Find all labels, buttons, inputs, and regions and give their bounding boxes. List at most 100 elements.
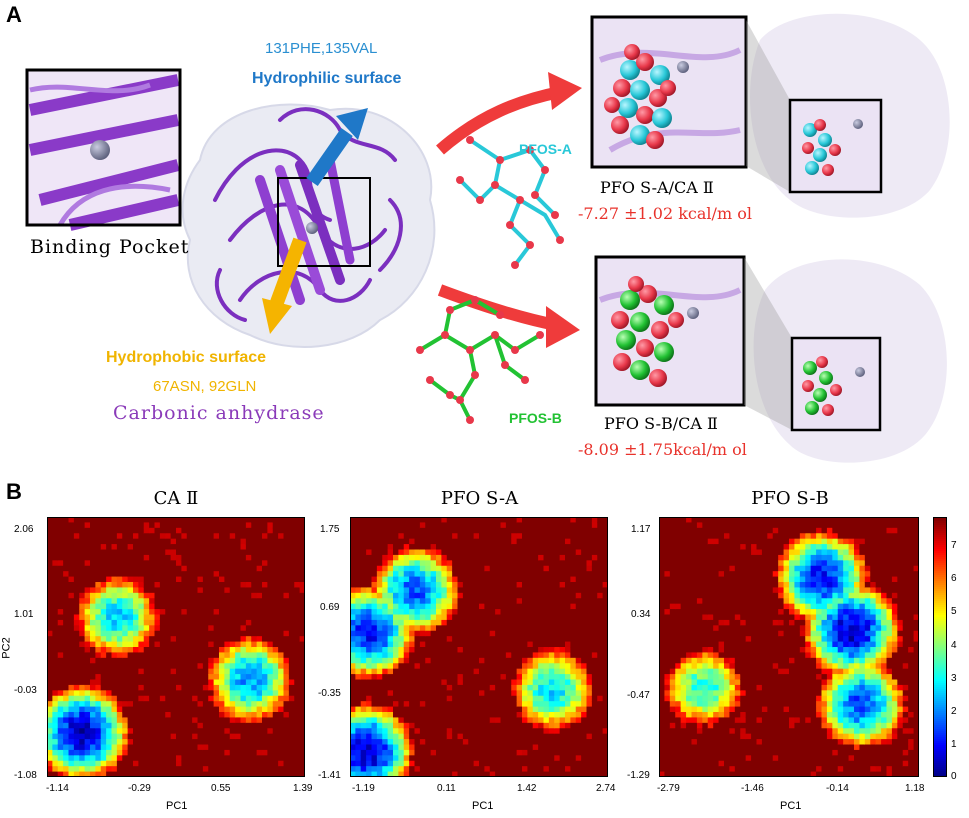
heatmap-cell: [575, 609, 582, 616]
heatmap-cell: [133, 582, 139, 589]
heatmap-cell: [511, 619, 518, 626]
heatmap-cell: [430, 744, 437, 751]
heatmap-cell: [522, 760, 528, 767]
heatmap-cell: [52, 695, 59, 702]
heatmap-cell: [165, 630, 172, 637]
heatmap-cell: [565, 744, 571, 751]
heatmap-cell: [409, 684, 416, 691]
heatmap-cell: [154, 527, 161, 534]
heatmap-cell: [522, 609, 528, 616]
heatmap-cell: [675, 619, 682, 626]
heatmap-cell: [376, 636, 383, 643]
heatmap-cell: [554, 549, 561, 556]
heatmap-cell: [95, 668, 102, 675]
heatmap-cell: [73, 766, 80, 773]
heatmap-cell: [581, 701, 588, 708]
heatmap-cell: [565, 598, 571, 605]
heatmap-cell: [538, 592, 545, 599]
heatmap-cell: [511, 576, 518, 583]
heatmap-cell: [409, 636, 416, 643]
heatmap-cell: [95, 717, 102, 724]
heatmap-cell: [462, 592, 469, 599]
heatmap-cell: [106, 598, 113, 605]
heatmap-cell: [452, 760, 459, 767]
heatmap-cell: [500, 598, 507, 605]
heatmap-cell: [425, 603, 432, 610]
heatmap-cell: [495, 598, 502, 605]
heatmap-cell: [548, 527, 555, 534]
heatmap-cell: [159, 619, 166, 626]
heatmap-cell: [63, 668, 70, 675]
heatmap-cell: [149, 684, 156, 691]
heatmap-cell: [409, 755, 416, 762]
heatmap-cell: [457, 663, 464, 670]
heatmap-cell: [543, 554, 550, 561]
heatmap-cell: [256, 706, 263, 713]
heatmap-cell: [398, 527, 405, 534]
heatmap-cell: [505, 619, 512, 626]
heatmap-cell: [484, 652, 491, 659]
heatmap-cell: [479, 603, 485, 610]
heatmap-cell: [382, 728, 389, 735]
heatmap-cell: [47, 517, 53, 524]
heatmap-cell: [192, 706, 199, 713]
heatmap-cell: [299, 533, 305, 540]
heatmap-cell: [393, 560, 399, 567]
heatmap-cell: [186, 674, 193, 681]
heatmap-cell: [68, 565, 75, 572]
heatmap-cell: [376, 652, 383, 659]
chart2-ytick-1: 0.69: [320, 602, 340, 613]
heatmap-cell: [283, 630, 290, 637]
heatmap-cell: [398, 690, 405, 697]
heatmap-cell: [79, 517, 86, 524]
heatmap-cell: [288, 544, 295, 551]
heatmap-cell: [522, 625, 528, 632]
heatmap-cell: [106, 679, 113, 686]
heatmap-cell: [186, 663, 193, 670]
heatmap-cell: [446, 739, 453, 746]
heatmap-cell: [73, 739, 80, 746]
heatmap-cell: [299, 674, 305, 681]
heatmap-cell: [565, 712, 571, 719]
heatmap-cell: [127, 544, 134, 551]
heatmap-cell: [122, 517, 129, 524]
heatmap-cell: [403, 744, 410, 751]
heatmap-cell: [554, 733, 561, 740]
heatmap-cell: [586, 609, 593, 616]
heatmap-cell: [393, 533, 399, 540]
heatmap-cell: [159, 749, 166, 756]
heatmap-cell: [122, 722, 129, 729]
heatmap-cell: [430, 652, 437, 659]
heatmap-cell: [122, 609, 129, 616]
heatmap-cell: [468, 582, 475, 589]
heatmap-cell: [100, 538, 107, 545]
heatmap-cell: [581, 522, 588, 529]
heatmap-cell: [398, 582, 405, 589]
heatmap-cell: [532, 663, 539, 670]
heatmap-cell: [409, 733, 416, 740]
heatmap-cell: [138, 533, 145, 540]
heatmap-cell: [409, 695, 416, 702]
heatmap-cell: [95, 657, 102, 664]
heatmap-cell: [143, 565, 150, 572]
heatmap-cell: [516, 549, 523, 556]
heatmap-cell: [559, 760, 566, 767]
heatmap-cell: [591, 771, 598, 777]
heatmap-cell: [581, 728, 588, 735]
heatmap-cell: [659, 625, 666, 632]
heatmap-cell: [430, 603, 437, 610]
heatmap-cell: [382, 760, 389, 767]
heatmap-cell: [63, 701, 70, 708]
heatmap-cell: [489, 722, 496, 729]
heatmap-cell: [219, 647, 225, 654]
heatmap-cell: [219, 668, 225, 675]
heatmap-cell: [527, 717, 534, 724]
heatmap-cell: [176, 625, 182, 632]
heatmap-cell: [505, 739, 512, 746]
heatmap-cell: [468, 544, 475, 551]
heatmap-cell: [659, 749, 666, 756]
heatmap-cell: [505, 625, 512, 632]
heatmap-cell: [591, 549, 598, 556]
heatmap-cell: [505, 538, 512, 545]
heatmap-cell: [100, 690, 107, 697]
